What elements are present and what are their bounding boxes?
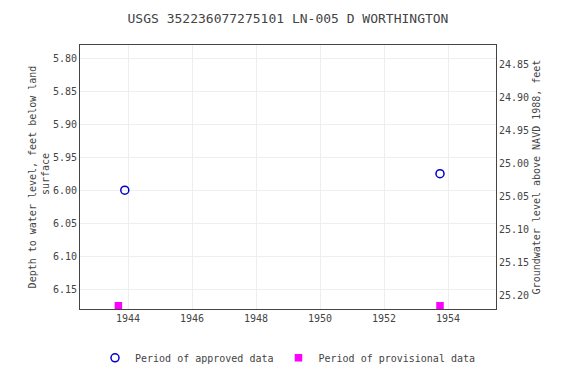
svg-text:1954: 1954 — [436, 313, 460, 324]
svg-text:1950: 1950 — [308, 313, 332, 324]
svg-text:25.20: 25.20 — [499, 290, 529, 301]
svg-text:6.00: 6.00 — [53, 185, 77, 196]
svg-text:25.00: 25.00 — [499, 158, 529, 169]
svg-text:6.15: 6.15 — [53, 284, 77, 295]
svg-text:5.85: 5.85 — [53, 86, 77, 97]
svg-text:24.95: 24.95 — [499, 125, 529, 136]
svg-text:Period of approved data: Period of approved data — [135, 353, 273, 364]
svg-text:1948: 1948 — [244, 313, 268, 324]
svg-text:Period of provisional data: Period of provisional data — [318, 353, 475, 364]
svg-text:25.15: 25.15 — [499, 257, 529, 268]
svg-text:6.10: 6.10 — [53, 251, 77, 262]
svg-text:5.95: 5.95 — [53, 152, 77, 163]
svg-text:25.05: 25.05 — [499, 191, 529, 202]
svg-text:5.80: 5.80 — [53, 53, 77, 64]
svg-text:24.85: 24.85 — [499, 59, 529, 70]
svg-text:6.05: 6.05 — [53, 218, 77, 229]
svg-text:1946: 1946 — [180, 313, 204, 324]
svg-text:24.90: 24.90 — [499, 92, 529, 103]
svg-text:5.90: 5.90 — [53, 119, 77, 130]
svg-text:Groundwater level above NAVD 1: Groundwater level above NAVD 1988, feet — [531, 60, 542, 295]
svg-text:USGS 352236077275101 LN-005 D: USGS 352236077275101 LN-005 D WORTHINGTO… — [128, 11, 449, 26]
svg-text:1944: 1944 — [116, 313, 140, 324]
svg-text:1952: 1952 — [372, 313, 396, 324]
svg-text:25.10: 25.10 — [499, 224, 529, 235]
svg-text:Depth to water level, feet bel: Depth to water level, feet below land su… — [27, 66, 51, 289]
